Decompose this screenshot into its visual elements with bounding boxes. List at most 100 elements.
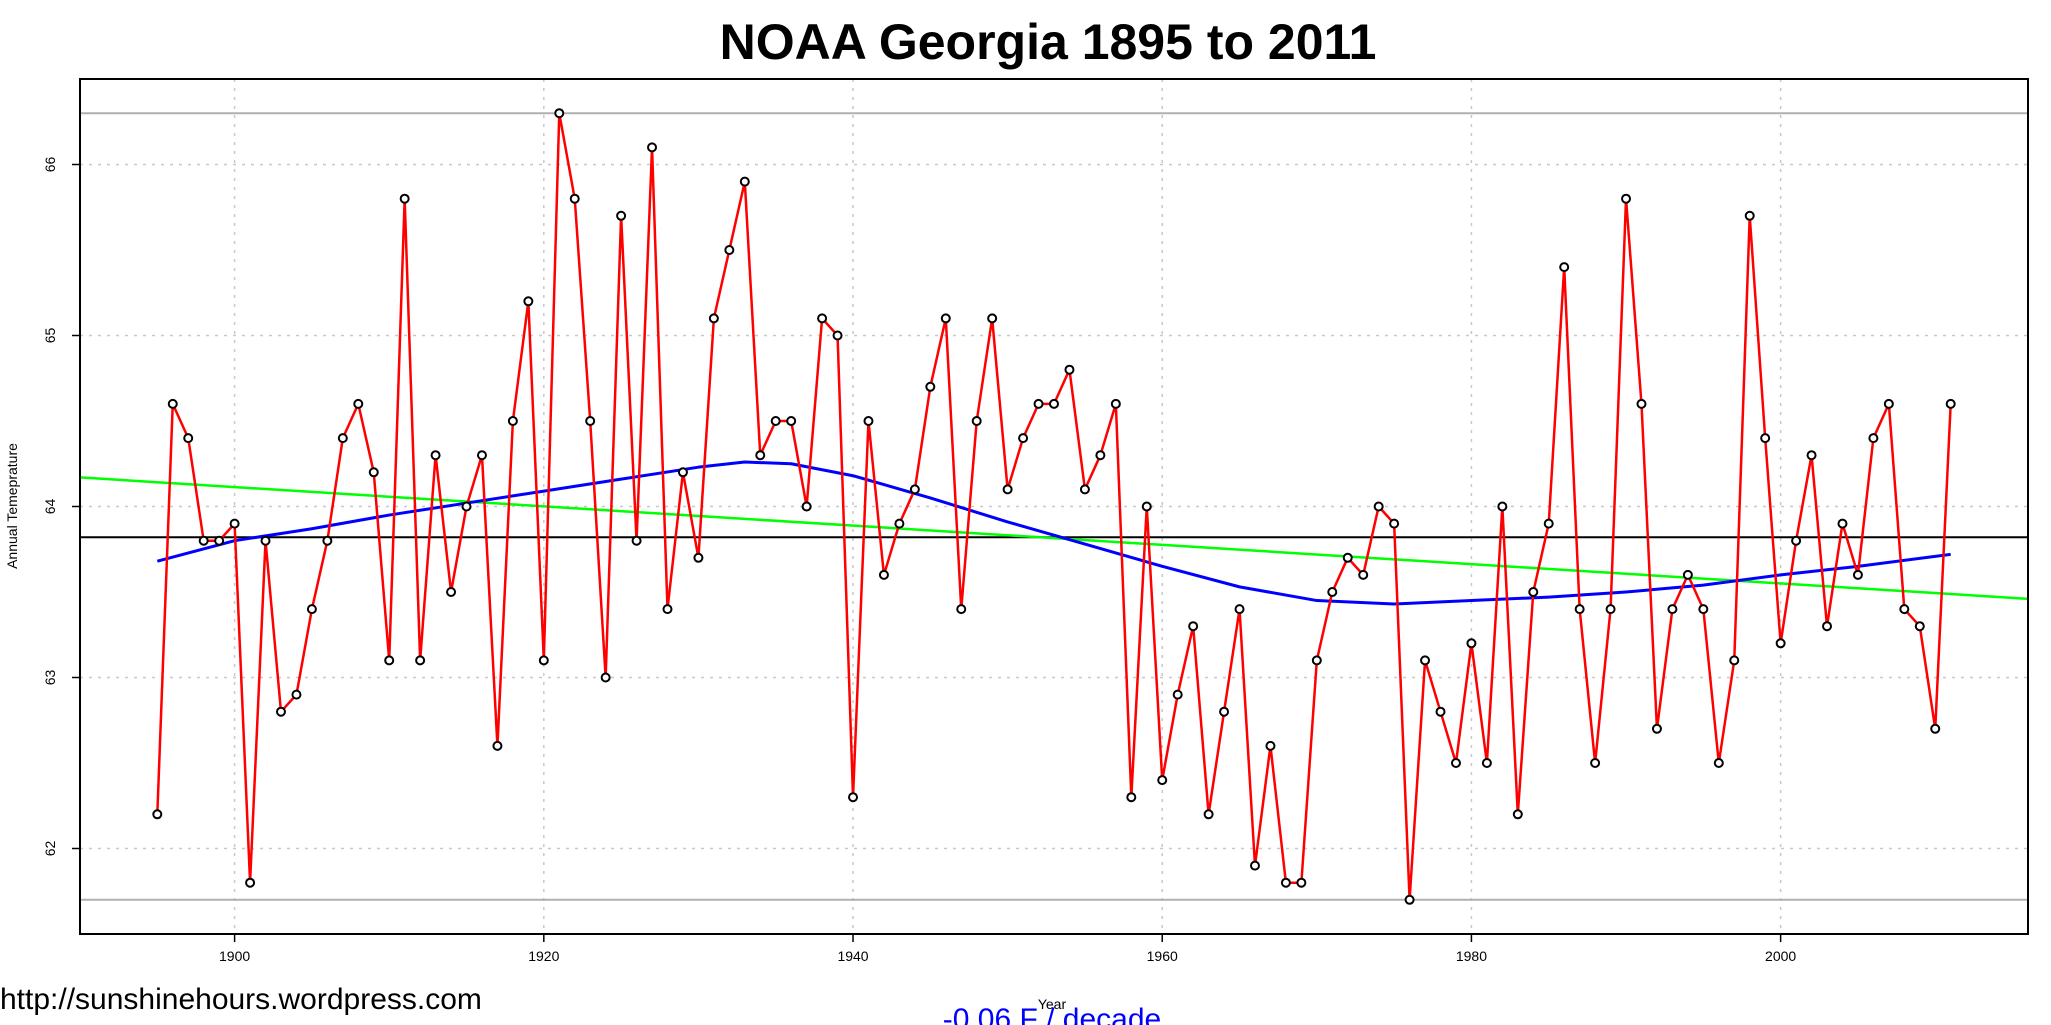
range-lines xyxy=(80,112,2028,901)
data-point xyxy=(987,313,998,324)
data-point xyxy=(1744,210,1755,221)
data-point xyxy=(507,416,518,426)
trend-annotation: -0.06 F / decade xyxy=(943,1003,1161,1025)
data-point xyxy=(1126,792,1137,803)
data-point xyxy=(1791,535,1802,546)
data-point xyxy=(817,313,828,324)
y-tick-label: 66 xyxy=(42,157,58,173)
source-url: http://sunshinehours.wordpress.com xyxy=(0,983,482,1016)
data-point xyxy=(1621,193,1632,204)
data-point xyxy=(1435,706,1446,717)
data-point xyxy=(1157,775,1168,786)
data-point xyxy=(1930,723,1941,734)
data-point xyxy=(1280,877,1291,888)
data-point xyxy=(1342,552,1353,563)
data-point xyxy=(1698,604,1709,615)
data-point xyxy=(786,416,797,426)
data-point xyxy=(1033,398,1044,409)
y-tick-label: 64 xyxy=(42,499,58,515)
data-point xyxy=(1682,569,1693,580)
data-point xyxy=(662,604,673,615)
data-point xyxy=(724,245,735,255)
data-point xyxy=(1914,621,1925,632)
y-axis-label: Annual Temeprature xyxy=(4,443,20,569)
data-point xyxy=(1822,621,1833,632)
data-point xyxy=(1079,484,1090,495)
data-point xyxy=(1651,723,1662,734)
chart-title: NOAA Georgia 1895 to 2011 xyxy=(720,14,1377,70)
data-point xyxy=(337,433,348,444)
data-point xyxy=(1729,655,1740,666)
data-point xyxy=(430,450,441,461)
data-point xyxy=(956,604,967,615)
data-point xyxy=(1636,398,1647,409)
data-point xyxy=(291,689,302,700)
data-point xyxy=(1450,758,1461,768)
y-tick-label: 63 xyxy=(42,670,58,686)
data-point xyxy=(677,467,688,478)
data-point xyxy=(739,176,750,187)
data-point xyxy=(894,518,905,529)
data-point xyxy=(848,792,859,803)
data-point xyxy=(1528,587,1539,597)
data-point xyxy=(1203,809,1214,820)
data-point xyxy=(1868,433,1879,444)
data-point xyxy=(569,193,580,204)
data-point xyxy=(1590,758,1601,768)
linear-trend-line xyxy=(79,476,2029,601)
data-point xyxy=(940,313,951,324)
data-point xyxy=(461,501,472,512)
data-point xyxy=(1945,398,1956,409)
data-point xyxy=(1002,484,1013,495)
data-point xyxy=(152,809,163,820)
x-tick-label: 1960 xyxy=(1147,948,1178,964)
data-point xyxy=(616,210,627,221)
data-point xyxy=(229,518,240,529)
data-point xyxy=(801,501,812,512)
data-point xyxy=(415,655,426,666)
data-point xyxy=(167,398,178,409)
data-point xyxy=(1512,809,1523,820)
data-point xyxy=(1141,501,1152,512)
data-point xyxy=(770,416,781,426)
y-axis: 62 63 64 65 66 xyxy=(42,157,80,857)
data-point xyxy=(1883,398,1894,409)
data-point xyxy=(693,552,704,563)
data-point xyxy=(631,535,642,546)
y-tick-label: 62 xyxy=(42,841,58,857)
data-point xyxy=(1775,638,1786,649)
data-point xyxy=(708,313,719,324)
data-point xyxy=(1188,621,1199,632)
data-point xyxy=(1481,758,1492,768)
x-axis: 1900 1920 1940 1960 1980 2000 xyxy=(219,934,1796,964)
data-point xyxy=(275,706,286,717)
data-point xyxy=(1559,262,1570,273)
data-point xyxy=(1574,604,1585,615)
data-point xyxy=(909,484,920,495)
data-point xyxy=(1605,604,1616,615)
data-point xyxy=(1389,518,1400,529)
data-point xyxy=(368,467,379,478)
data-point xyxy=(476,450,487,461)
data-point xyxy=(322,535,333,546)
grid xyxy=(80,79,2028,934)
data-point xyxy=(353,398,364,409)
x-tick-label: 2000 xyxy=(1765,948,1796,964)
data-point xyxy=(1806,450,1817,461)
data-point xyxy=(214,535,225,546)
data-point xyxy=(1852,569,1863,580)
data-point xyxy=(523,296,534,307)
data-point xyxy=(399,193,410,204)
observed-series xyxy=(152,108,1956,905)
data-point xyxy=(1064,364,1075,375)
data-point xyxy=(492,740,503,751)
data-point xyxy=(245,877,256,888)
data-point xyxy=(1311,655,1322,666)
x-tick-label: 1900 xyxy=(219,948,250,964)
data-point xyxy=(1466,638,1477,649)
data-point xyxy=(1667,604,1678,615)
data-point xyxy=(585,416,596,426)
data-point xyxy=(1296,877,1307,888)
x-tick-label: 1920 xyxy=(528,948,559,964)
